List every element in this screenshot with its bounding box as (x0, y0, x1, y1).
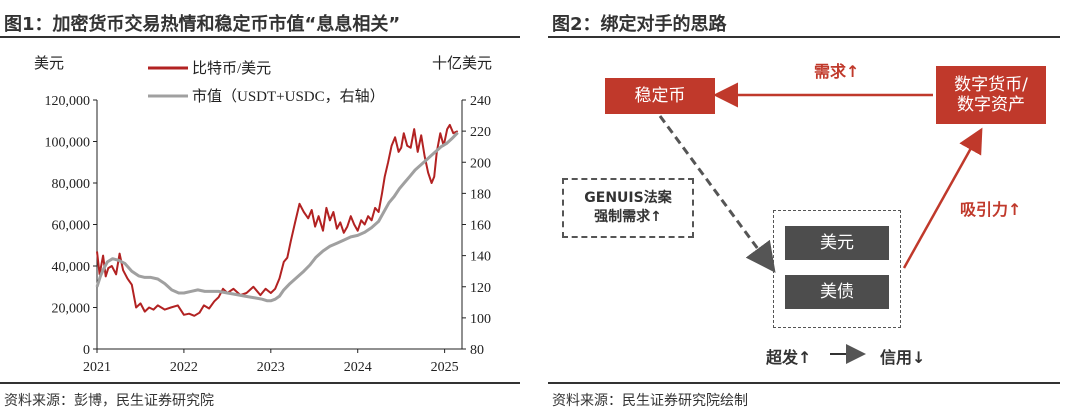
right-tick-label: 220 (470, 125, 491, 140)
stablecoin-label: 稳定币 (634, 86, 686, 106)
demand-label: 需求↑ (814, 62, 860, 81)
left-tick-label: 100,000 (45, 136, 91, 151)
figure1-bottom-rule (0, 382, 520, 384)
figure2-top-rule (548, 36, 1060, 38)
figure2-arrows (658, 82, 983, 364)
attraction-arrow (902, 127, 983, 269)
right-tick-label: 240 (470, 94, 491, 109)
left-tick-label: 80,000 (52, 177, 91, 192)
left-axis-unit: 美元 (34, 55, 64, 72)
overissue-label: 超发↑ (766, 348, 812, 367)
right-tick-label: 200 (470, 156, 491, 171)
figure1-chart: 美元 十亿美元 比特币/美元 市值（USDT+USDC，右轴） 0 20,000 4… (34, 55, 492, 375)
left-tick-label: 60,000 (52, 219, 91, 234)
figure2-source: 资料来源：民生证券研究院绘制 (552, 393, 748, 409)
left-tick-label: 20,000 (52, 302, 91, 317)
treasury-box: 美债 (785, 275, 889, 309)
genius-act-box: GENUIS法案 强制需求↑ (562, 178, 694, 238)
left-axis-ticks: 0 20,000 40,000 60,000 80,000 100,000 120,000 (45, 94, 97, 358)
left-tick-label: 120,000 (45, 94, 91, 109)
series-line-bitcoin-price (96, 123, 459, 317)
right-axis-unit: 十亿美元 (432, 55, 492, 72)
figure1-title: 图1：加密货币交易热情和稳定币市值“息息相关” (4, 14, 401, 35)
reserve-assets-group: 美元 美债 (773, 210, 901, 328)
x-axis-ticks: 2021 2022 2023 2024 2025 (83, 349, 459, 375)
x-tick-label: 2025 (431, 360, 459, 375)
usd-label: 美元 (820, 233, 854, 253)
legend-mcap-label: 市值（USDT+USDC，右轴） (192, 88, 385, 105)
figure1-top-rule (0, 36, 520, 38)
series-line-stablecoin-market-cap (95, 131, 459, 303)
crypto-label-line2: 数字资产 (957, 95, 1025, 115)
figure2-title: 图2：绑定对手的思路 (552, 14, 727, 35)
x-tick-label: 2021 (83, 360, 111, 375)
x-tick-label: 2022 (170, 360, 198, 375)
attraction-label: 吸引力↑ (960, 200, 1022, 219)
right-tick-label: 140 (470, 250, 491, 265)
usd-box: 美元 (785, 226, 889, 260)
right-tick-label: 80 (470, 343, 484, 358)
figure1-panel: 图1：加密货币交易热情和稳定币市值“息息相关” 美元 十亿美元 比特币/美元 市… (0, 0, 520, 419)
stablecoin-box: 稳定币 (605, 78, 715, 114)
right-tick-label: 160 (470, 219, 491, 234)
treasury-label: 美债 (820, 282, 854, 302)
crypto-label-line1: 数字货币/ (954, 75, 1028, 95)
left-tick-label: 0 (83, 343, 90, 358)
credit-label: 信用↓ (880, 348, 926, 367)
legend-btc-label: 比特币/美元 (192, 60, 271, 77)
x-tick-label: 2024 (344, 360, 372, 375)
crypto-asset-box: 数字货币/ 数字资产 (936, 66, 1046, 124)
series-layer (95, 123, 459, 317)
genius-label-line2: 强制需求↑ (594, 209, 662, 225)
right-axis-ticks: 80 100 120 140 160 180 200 220 240 (462, 94, 491, 358)
purchase-arrow (658, 115, 776, 273)
genius-label-line1: GENUIS法案 (584, 190, 672, 206)
figure2-bottom-rule (548, 382, 1060, 384)
right-tick-label: 180 (470, 187, 491, 202)
figure1-source: 资料来源：彭博，民生证券研究院 (4, 393, 214, 409)
right-tick-label: 120 (470, 281, 491, 296)
figure2-panel: 图2：绑定对手的思路 需求↑ 稳定币 数字货币/ 数字资产 GENUIS法案 强… (548, 0, 1080, 419)
x-tick-label: 2023 (257, 360, 285, 375)
right-tick-label: 100 (470, 312, 491, 327)
left-tick-label: 40,000 (52, 260, 91, 275)
